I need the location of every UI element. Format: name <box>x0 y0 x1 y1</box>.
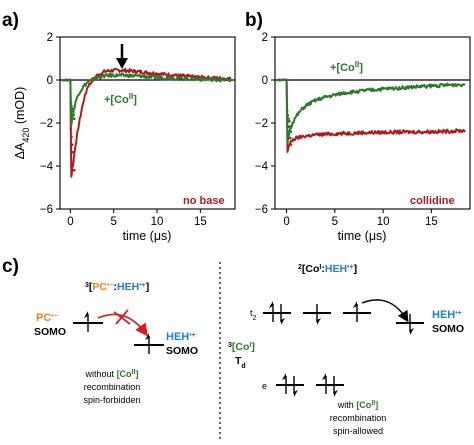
data-point <box>71 150 75 154</box>
t2-label: t2 <box>250 308 257 322</box>
data-point <box>72 117 76 120</box>
panel-c-label: c) <box>2 256 19 277</box>
data-point <box>72 113 75 117</box>
data-point <box>285 109 289 113</box>
panel-b-condition-label: collidine <box>410 195 455 207</box>
data-point <box>286 113 290 117</box>
heh-radical-label: HEH•+ <box>166 331 196 343</box>
spin-pair-icon <box>282 373 298 397</box>
y-tick-label: 0 <box>47 75 53 87</box>
panel-b-ticks: 0 5 10 15 −6 −4 −2 0 2 <box>255 32 438 228</box>
spin-pair-icon <box>269 301 285 325</box>
data-point <box>70 135 73 139</box>
x-tick-label: 0 <box>283 216 289 228</box>
e-label: e <box>262 381 267 391</box>
heh-somo-label: SOMO <box>166 345 198 357</box>
panel-b-x-axis-label: time (μs) <box>338 229 387 243</box>
right-caption-line3: spin-allowed <box>333 426 383 436</box>
right-caption-line2: recombination <box>330 413 387 423</box>
data-point <box>70 107 74 110</box>
data-point <box>289 130 293 133</box>
doublet-pair-label: 2[CoI:HEH•+] <box>298 263 357 275</box>
x-tick-label: 10 <box>151 216 164 228</box>
panel-c-left: 3[PC•−:HEH•+] PC•− SOMO HEH•+ SOMO witho… <box>34 281 198 405</box>
panel-b-series <box>276 78 466 153</box>
x-tick-label: 0 <box>67 216 73 228</box>
data-point <box>289 143 293 146</box>
green-trace <box>61 72 232 126</box>
left-caption-line3: spin-forbidden <box>83 395 140 405</box>
data-point <box>70 143 74 147</box>
spin-up-icon <box>353 301 358 322</box>
y-tick-label: −4 <box>40 161 54 173</box>
cobalt-label: 3[CoI] <box>228 341 255 353</box>
y-tick-label: 0 <box>262 75 268 87</box>
red-trace <box>276 78 466 153</box>
panel-b-green-series-label: +[CoII] <box>330 60 363 75</box>
y-tick-label: −2 <box>40 118 53 130</box>
panel-b-frame <box>274 36 471 210</box>
panel-a-series <box>61 67 232 178</box>
left-caption-line2: recombination <box>84 382 141 392</box>
data-point <box>288 136 292 140</box>
y-tick-label: 2 <box>262 32 268 44</box>
panel-b-label: b) <box>245 10 263 31</box>
data-point <box>69 101 73 104</box>
pc-somo-label: SOMO <box>34 326 66 338</box>
x-tick-label: 15 <box>194 216 207 228</box>
y-tick-label: 2 <box>47 32 53 44</box>
data-point <box>72 169 76 172</box>
panel-a-condition-label: no base <box>183 195 225 207</box>
green-trace <box>276 78 466 145</box>
spin-down-icon <box>409 314 414 335</box>
x-tick-label: 5 <box>111 216 117 228</box>
data-point <box>288 119 291 123</box>
left-caption-line1: without [CoII] <box>85 369 139 380</box>
y-tick-label: −2 <box>255 118 268 130</box>
pc-radical-label: PC•− <box>36 312 58 324</box>
y-tick-label: −6 <box>40 204 53 216</box>
y-tick-label: −6 <box>255 204 268 216</box>
data-point <box>69 127 73 130</box>
panel-a-green-series-label: +[CoII] <box>104 92 137 107</box>
td-label: Td <box>235 355 246 370</box>
y-tick-label: −4 <box>255 161 269 173</box>
spin-pair-icon <box>322 373 338 397</box>
x-tick-label: 10 <box>377 216 390 228</box>
right-caption-line1: with [CoII] <box>337 400 378 411</box>
cross-icon <box>113 309 131 325</box>
heh-radical-label-right: HEH•+ <box>432 309 462 321</box>
panel-a-ticks: 0 5 10 15 −6 −4 −2 0 2 <box>40 32 207 228</box>
data-point <box>287 117 290 120</box>
down-arrow-icon <box>116 44 128 69</box>
spin-up-icon <box>145 333 150 354</box>
data-point <box>288 125 292 128</box>
x-tick-label: 5 <box>332 216 338 228</box>
panel-a-frame <box>59 36 236 210</box>
panel-a-y-axis-label: ΔA420 (mOD) <box>13 87 31 160</box>
spin-up-icon <box>84 311 89 332</box>
panel-a-axes: 0 5 10 15 −6 −4 −2 0 2 <box>40 32 236 228</box>
data-point <box>72 159 75 163</box>
panel-b-axes: 0 5 10 15 −6 −4 −2 0 2 <box>255 32 471 228</box>
data-point <box>71 109 75 113</box>
heh-somo-label-right: SOMO <box>432 323 464 335</box>
spin-down-icon <box>316 304 321 325</box>
panel-a-x-axis-label: time (μs) <box>123 229 172 243</box>
data-point <box>70 104 73 108</box>
x-tick-label: 15 <box>425 216 438 228</box>
panel-c-right: 2[CoI:HEH•+] t2 HEH•+ SOMO <box>228 263 464 436</box>
red-trace <box>61 67 232 178</box>
allowed-transfer-arrow-icon <box>361 299 409 323</box>
triplet-pair-label: 3[PC•−:HEH•+] <box>85 281 149 293</box>
panel-a-label: a) <box>2 10 19 31</box>
